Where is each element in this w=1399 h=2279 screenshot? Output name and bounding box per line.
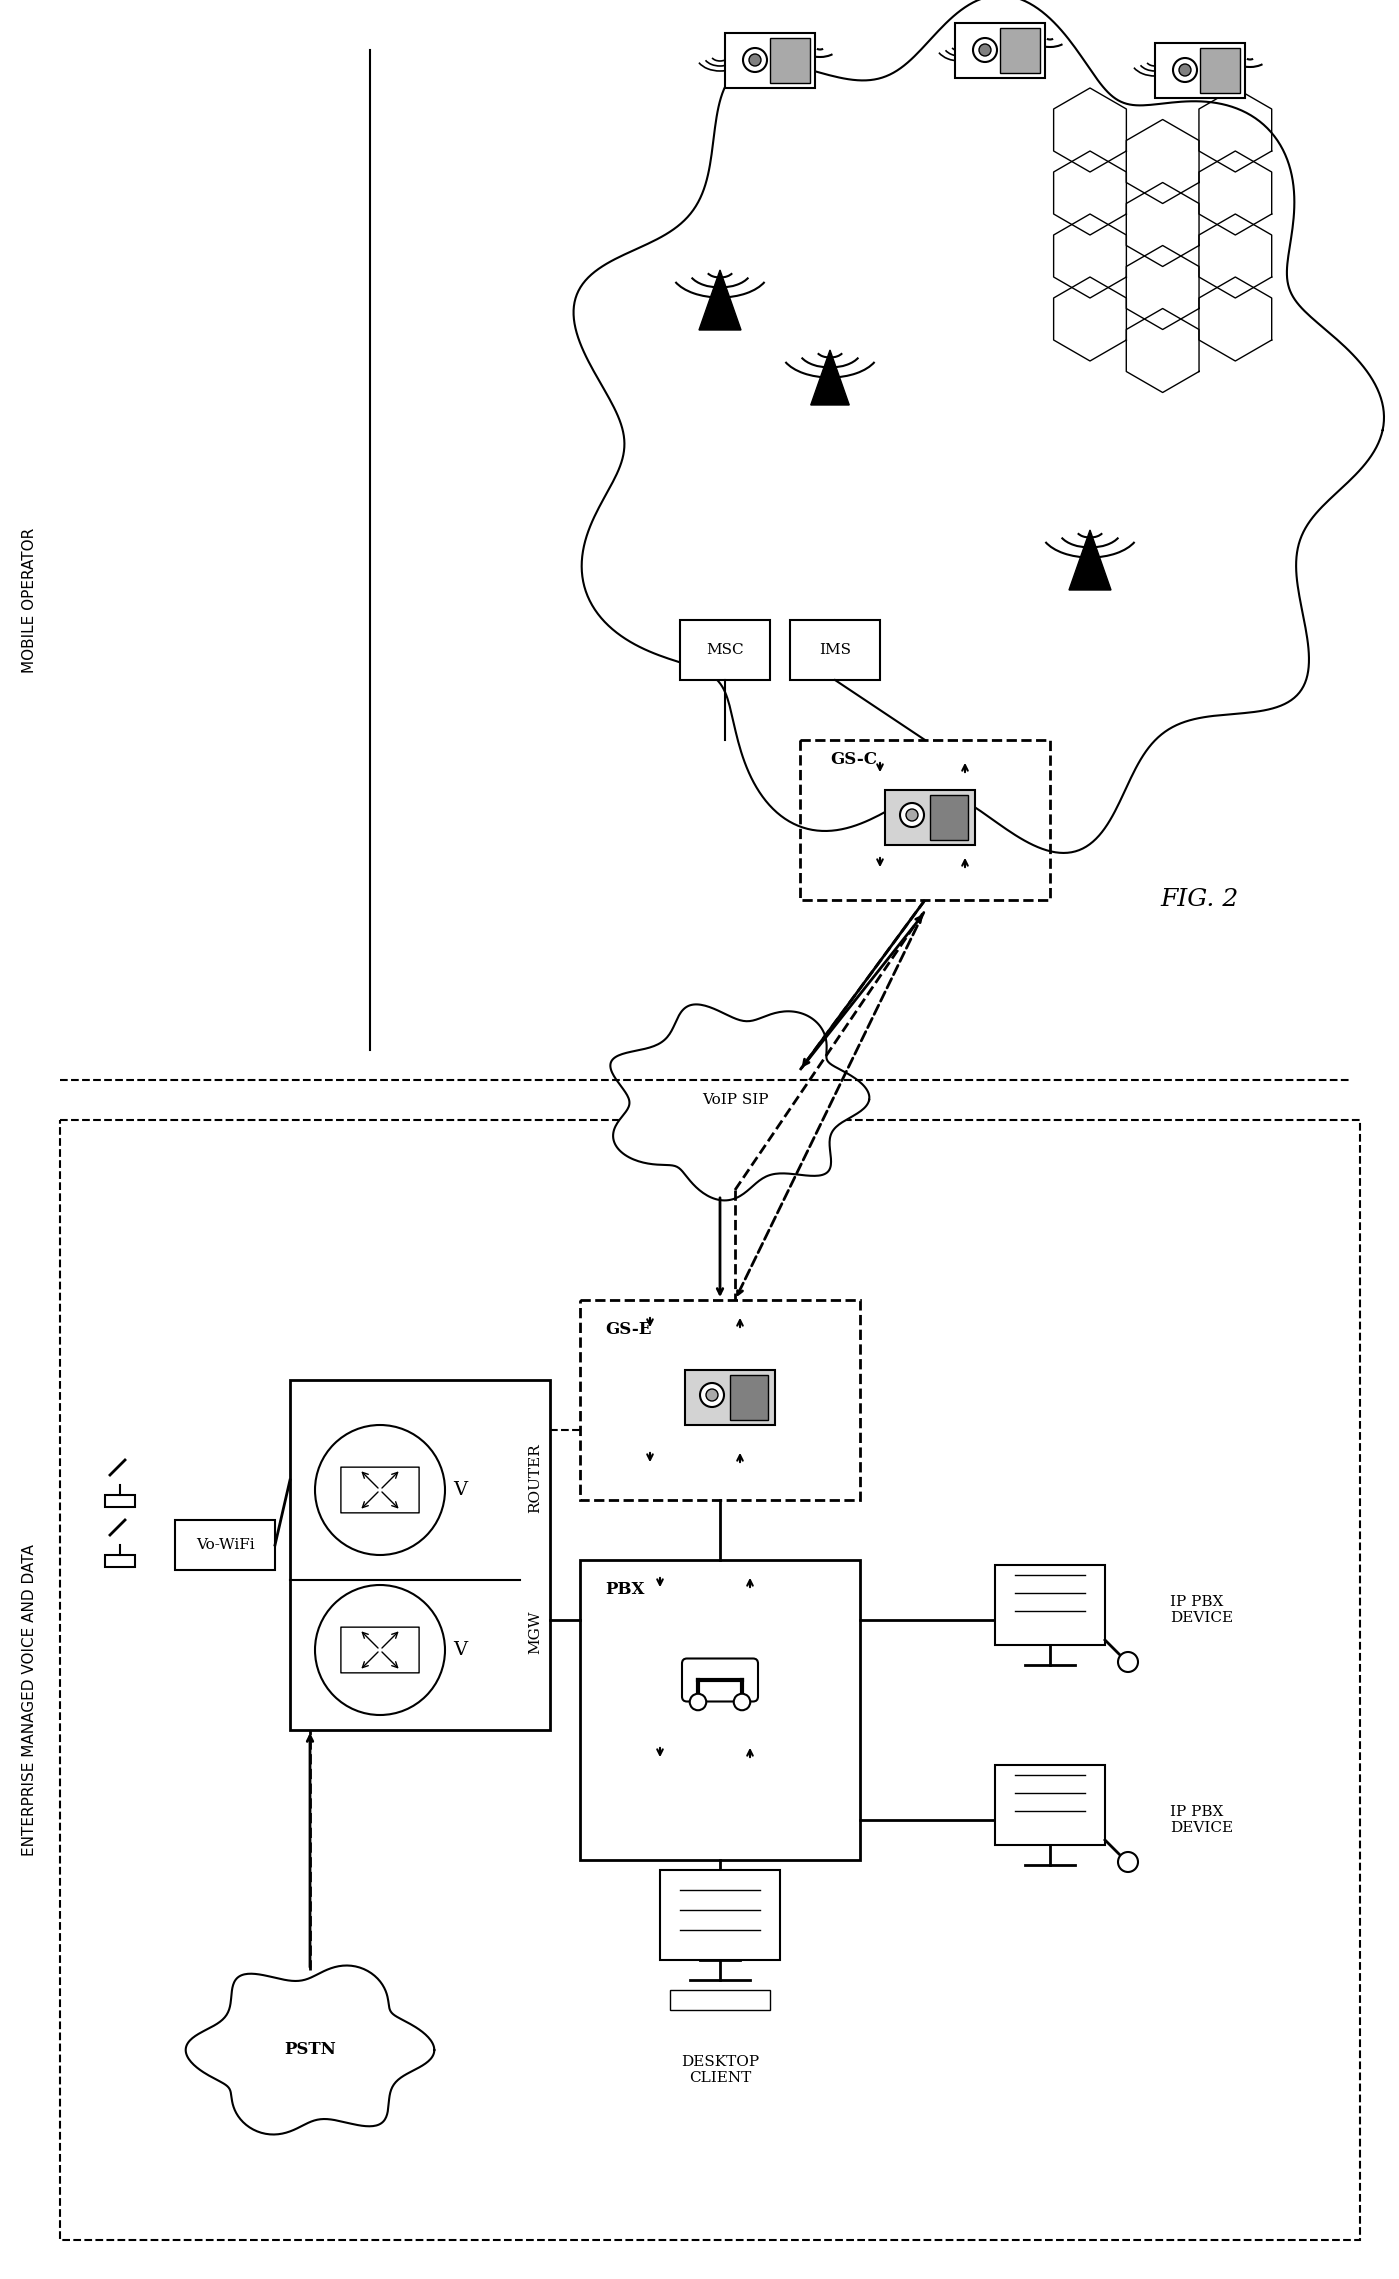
Bar	[730, 1374, 768, 1420]
Circle shape	[1118, 1652, 1137, 1673]
Bar	[660, 1871, 781, 1960]
Bar	[105, 1554, 134, 1568]
Bar	[680, 620, 769, 679]
Bar	[1000, 27, 1039, 73]
Text: Vo-WiFi: Vo-WiFi	[196, 1538, 255, 1552]
Polygon shape	[811, 351, 849, 406]
Text: FIG. 2: FIG. 2	[1161, 889, 1240, 912]
Circle shape	[1179, 64, 1191, 75]
Bar	[60, 1119, 1360, 2240]
Bar	[686, 1370, 775, 1424]
Text: GS-C: GS-C	[830, 752, 877, 768]
Text: IMS: IMS	[818, 643, 851, 656]
Bar	[790, 620, 880, 679]
Text: MOBILE OPERATOR: MOBILE OPERATOR	[22, 526, 38, 672]
Text: GS-E: GS-E	[604, 1322, 652, 1338]
Circle shape	[733, 1693, 750, 1709]
Text: ROUTER: ROUTER	[527, 1443, 541, 1513]
Circle shape	[907, 809, 918, 820]
Polygon shape	[700, 269, 741, 330]
Circle shape	[690, 1693, 706, 1709]
FancyBboxPatch shape	[681, 1659, 758, 1702]
Bar	[995, 1764, 1105, 1846]
Bar	[175, 1520, 276, 1570]
Circle shape	[972, 39, 997, 62]
Text: V: V	[453, 1641, 467, 1659]
Circle shape	[706, 1388, 718, 1402]
Text: IP PBX
DEVICE: IP PBX DEVICE	[1170, 1805, 1233, 1835]
Circle shape	[900, 802, 923, 827]
Bar	[725, 32, 816, 89]
Text: DESKTOP
CLIENT: DESKTOP CLIENT	[681, 2056, 760, 2085]
Text: ENTERPRISE MANAGED VOICE AND DATA: ENTERPRISE MANAGED VOICE AND DATA	[22, 1545, 38, 1855]
Polygon shape	[1069, 531, 1111, 590]
Circle shape	[979, 43, 990, 57]
Bar	[670, 1990, 769, 2010]
Circle shape	[315, 1424, 445, 1554]
Text: PSTN: PSTN	[284, 2042, 336, 2058]
Bar	[930, 795, 968, 841]
FancyBboxPatch shape	[341, 1468, 420, 1513]
Bar	[1156, 43, 1245, 98]
Polygon shape	[610, 1005, 869, 1201]
Circle shape	[743, 48, 767, 73]
Polygon shape	[186, 1964, 434, 2135]
Circle shape	[1118, 1853, 1137, 1871]
Bar	[769, 39, 810, 82]
Circle shape	[1172, 57, 1198, 82]
Bar	[290, 1381, 550, 1730]
Circle shape	[315, 1584, 445, 1716]
Text: PBX: PBX	[604, 1582, 645, 1598]
Text: IP PBX
DEVICE: IP PBX DEVICE	[1170, 1595, 1233, 1625]
Bar	[886, 791, 975, 846]
Circle shape	[700, 1383, 725, 1406]
Text: V: V	[453, 1481, 467, 1500]
Text: MGW: MGW	[527, 1611, 541, 1655]
Polygon shape	[574, 0, 1384, 852]
FancyBboxPatch shape	[341, 1627, 420, 1673]
Bar	[1200, 48, 1240, 93]
Bar	[800, 741, 1051, 900]
Text: MSC: MSC	[706, 643, 744, 656]
Bar	[995, 1566, 1105, 1645]
Text: VoIP SIP: VoIP SIP	[702, 1094, 768, 1108]
Bar	[581, 1299, 860, 1500]
Bar	[581, 1561, 860, 1860]
Bar	[956, 23, 1045, 77]
Bar	[105, 1495, 134, 1506]
Circle shape	[748, 55, 761, 66]
